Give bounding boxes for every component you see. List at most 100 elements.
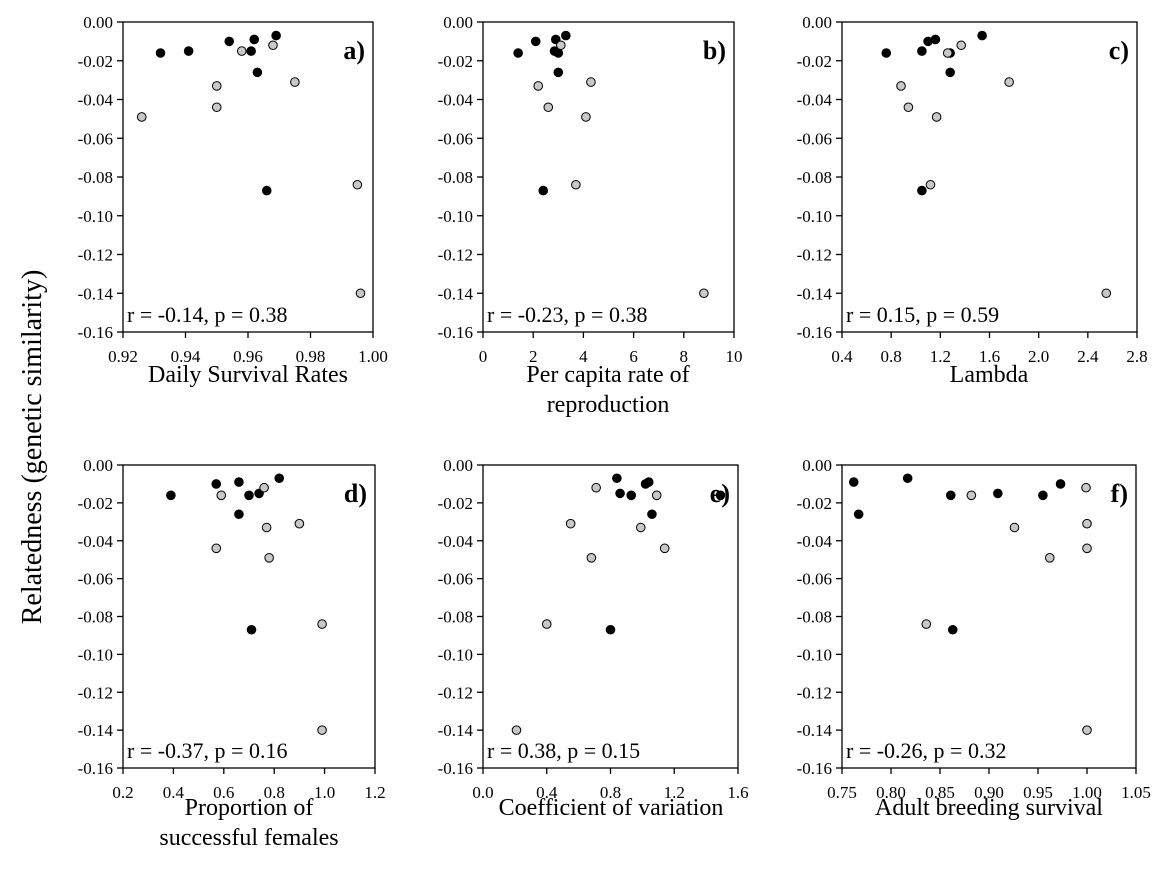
panel-letter: e): [710, 479, 730, 508]
panel-letter: d): [344, 479, 367, 508]
data-point-black: [553, 67, 564, 78]
panel-letter: b): [703, 36, 726, 65]
data-point-gray: [211, 81, 222, 91]
data-point-black: [183, 46, 194, 56]
data-point-gray: [931, 112, 942, 122]
plot-frame: [841, 21, 1138, 333]
data-point-gray: [1044, 552, 1055, 563]
y-tick-label: -0.12: [78, 683, 113, 702]
x-tick-label: 0.80: [876, 783, 906, 802]
data-point-gray: [211, 102, 222, 113]
data-point-black: [715, 490, 726, 501]
panel-f: 0.00 -0.02 -0.04 -0.06 -0.08 -0.10 -0.12 -0.14 -…: [797, 456, 1151, 821]
data-point-gray: [581, 112, 591, 122]
data-point-gray: [543, 102, 554, 113]
x-tick-label: 2.4: [1077, 347, 1099, 366]
y-tick-label: -0.08: [78, 168, 113, 187]
x-tick-label: 0.8: [881, 347, 902, 366]
y-tick-label: -0.14: [797, 721, 833, 740]
data-point-gray: [533, 81, 544, 91]
data-point-black: [947, 624, 958, 635]
panel-c: 0.00 -0.02 -0.04 -0.06 -0.08 -0.10 -0.12 -0.14 -…: [797, 13, 1148, 388]
y-tick-label: -0.10: [438, 645, 473, 664]
data-point-gray: [586, 77, 596, 87]
data-point-gray: [317, 619, 327, 629]
data-point-gray: [1082, 725, 1092, 735]
y-tick-label: -0.14: [78, 284, 114, 303]
data-point-gray: [586, 552, 597, 563]
data-point-gray: [541, 619, 552, 629]
x-tick-label: 2: [529, 347, 538, 366]
y-tick-label: -0.08: [78, 608, 113, 627]
x-tick-label: 0.8: [264, 783, 285, 802]
data-point-black: [977, 30, 987, 41]
x-axis-title: Per capita rate of: [526, 362, 689, 388]
x-axis-title: Coefficient of variation: [499, 795, 724, 821]
x-tick-label: 0.2: [112, 783, 133, 802]
y-tick-label: -0.06: [438, 570, 473, 589]
data-point-black: [530, 36, 541, 47]
x-tick-label: 2.8: [1126, 347, 1147, 366]
data-point-gray: [1082, 543, 1092, 554]
data-point-gray: [651, 490, 662, 501]
y-tick-label: -0.10: [78, 207, 113, 226]
panel-b: 0.00 -0.02 -0.04 -0.06 -0.08 -0.10 -0.12 -0.14 -…: [438, 13, 743, 418]
data-point-gray: [699, 288, 709, 299]
y-tick-label: 0.00: [443, 13, 473, 32]
data-point-gray: [1101, 288, 1112, 299]
panel-letter: a): [343, 36, 365, 65]
y-tick-label: -0.10: [438, 207, 473, 226]
data-point-black: [1038, 490, 1048, 501]
x-tick-label: 0.90: [974, 783, 1004, 802]
x-tick-label: 6: [629, 347, 638, 366]
y-tick-label: -0.14: [78, 721, 114, 740]
x-tick-label: 0.85: [925, 783, 955, 802]
data-point-black: [643, 477, 654, 487]
plot-frame: [482, 21, 735, 333]
y-tick-label: -0.06: [797, 570, 832, 589]
y-tick-label: -0.10: [78, 645, 113, 664]
x-tick-label: 1.00: [1072, 783, 1102, 802]
x-tick-label: 1.2: [930, 347, 951, 366]
y-tick-label: -0.12: [78, 246, 113, 265]
y-tick-label: -0.06: [438, 129, 473, 148]
data-point-black: [930, 34, 941, 45]
x-tick-label: 0.4: [831, 347, 853, 366]
data-point-black: [647, 509, 657, 520]
data-point-gray: [352, 179, 363, 190]
data-point-gray: [294, 518, 305, 529]
data-point-black: [155, 48, 166, 58]
x-tick-label: 0.4: [536, 783, 558, 802]
x-axis-title: Daily Survival Rates: [148, 362, 348, 388]
panel-a: 0.00 -0.02 -0.04 -0.06 -0.08 -0.10 -0.12 -0.14 -…: [78, 13, 388, 388]
x-tick-label: 1.6: [979, 347, 1000, 366]
data-point-gray: [211, 543, 222, 554]
data-point-gray: [268, 40, 278, 51]
panel-letter: f): [1111, 479, 1128, 508]
y-tick-label: -0.14: [797, 284, 833, 303]
x-tick-label: 0.75: [827, 783, 857, 802]
data-point-gray: [317, 725, 327, 735]
x-tick-label: 0.92: [108, 347, 138, 366]
stat-label: r = 0.38, p = 0.15: [487, 738, 640, 763]
y-tick-label: -0.04: [797, 91, 833, 110]
y-tick-label: -0.04: [438, 91, 474, 110]
data-point-black: [902, 473, 913, 484]
x-tick-label: 1.2: [364, 783, 385, 802]
x-tick-label: 1.2: [664, 783, 685, 802]
data-point-gray: [903, 102, 914, 113]
x-tick-label: 4: [579, 347, 588, 366]
data-point-black: [853, 509, 864, 520]
y-tick-label: -0.02: [438, 494, 473, 513]
x-tick-label: 0.95: [1023, 783, 1053, 802]
stat-label: r = -0.26, p = 0.32: [846, 738, 1006, 763]
x-tick-label: 0.6: [213, 783, 234, 802]
y-tick-label: -0.06: [78, 570, 113, 589]
y-tick-label: -0.10: [797, 645, 832, 664]
data-point-gray: [1081, 482, 1091, 493]
y-tick-label: -0.14: [438, 721, 474, 740]
data-point-black: [234, 477, 244, 487]
y-tick-label: -0.12: [797, 683, 832, 702]
y-tick-label: -0.08: [438, 168, 473, 187]
